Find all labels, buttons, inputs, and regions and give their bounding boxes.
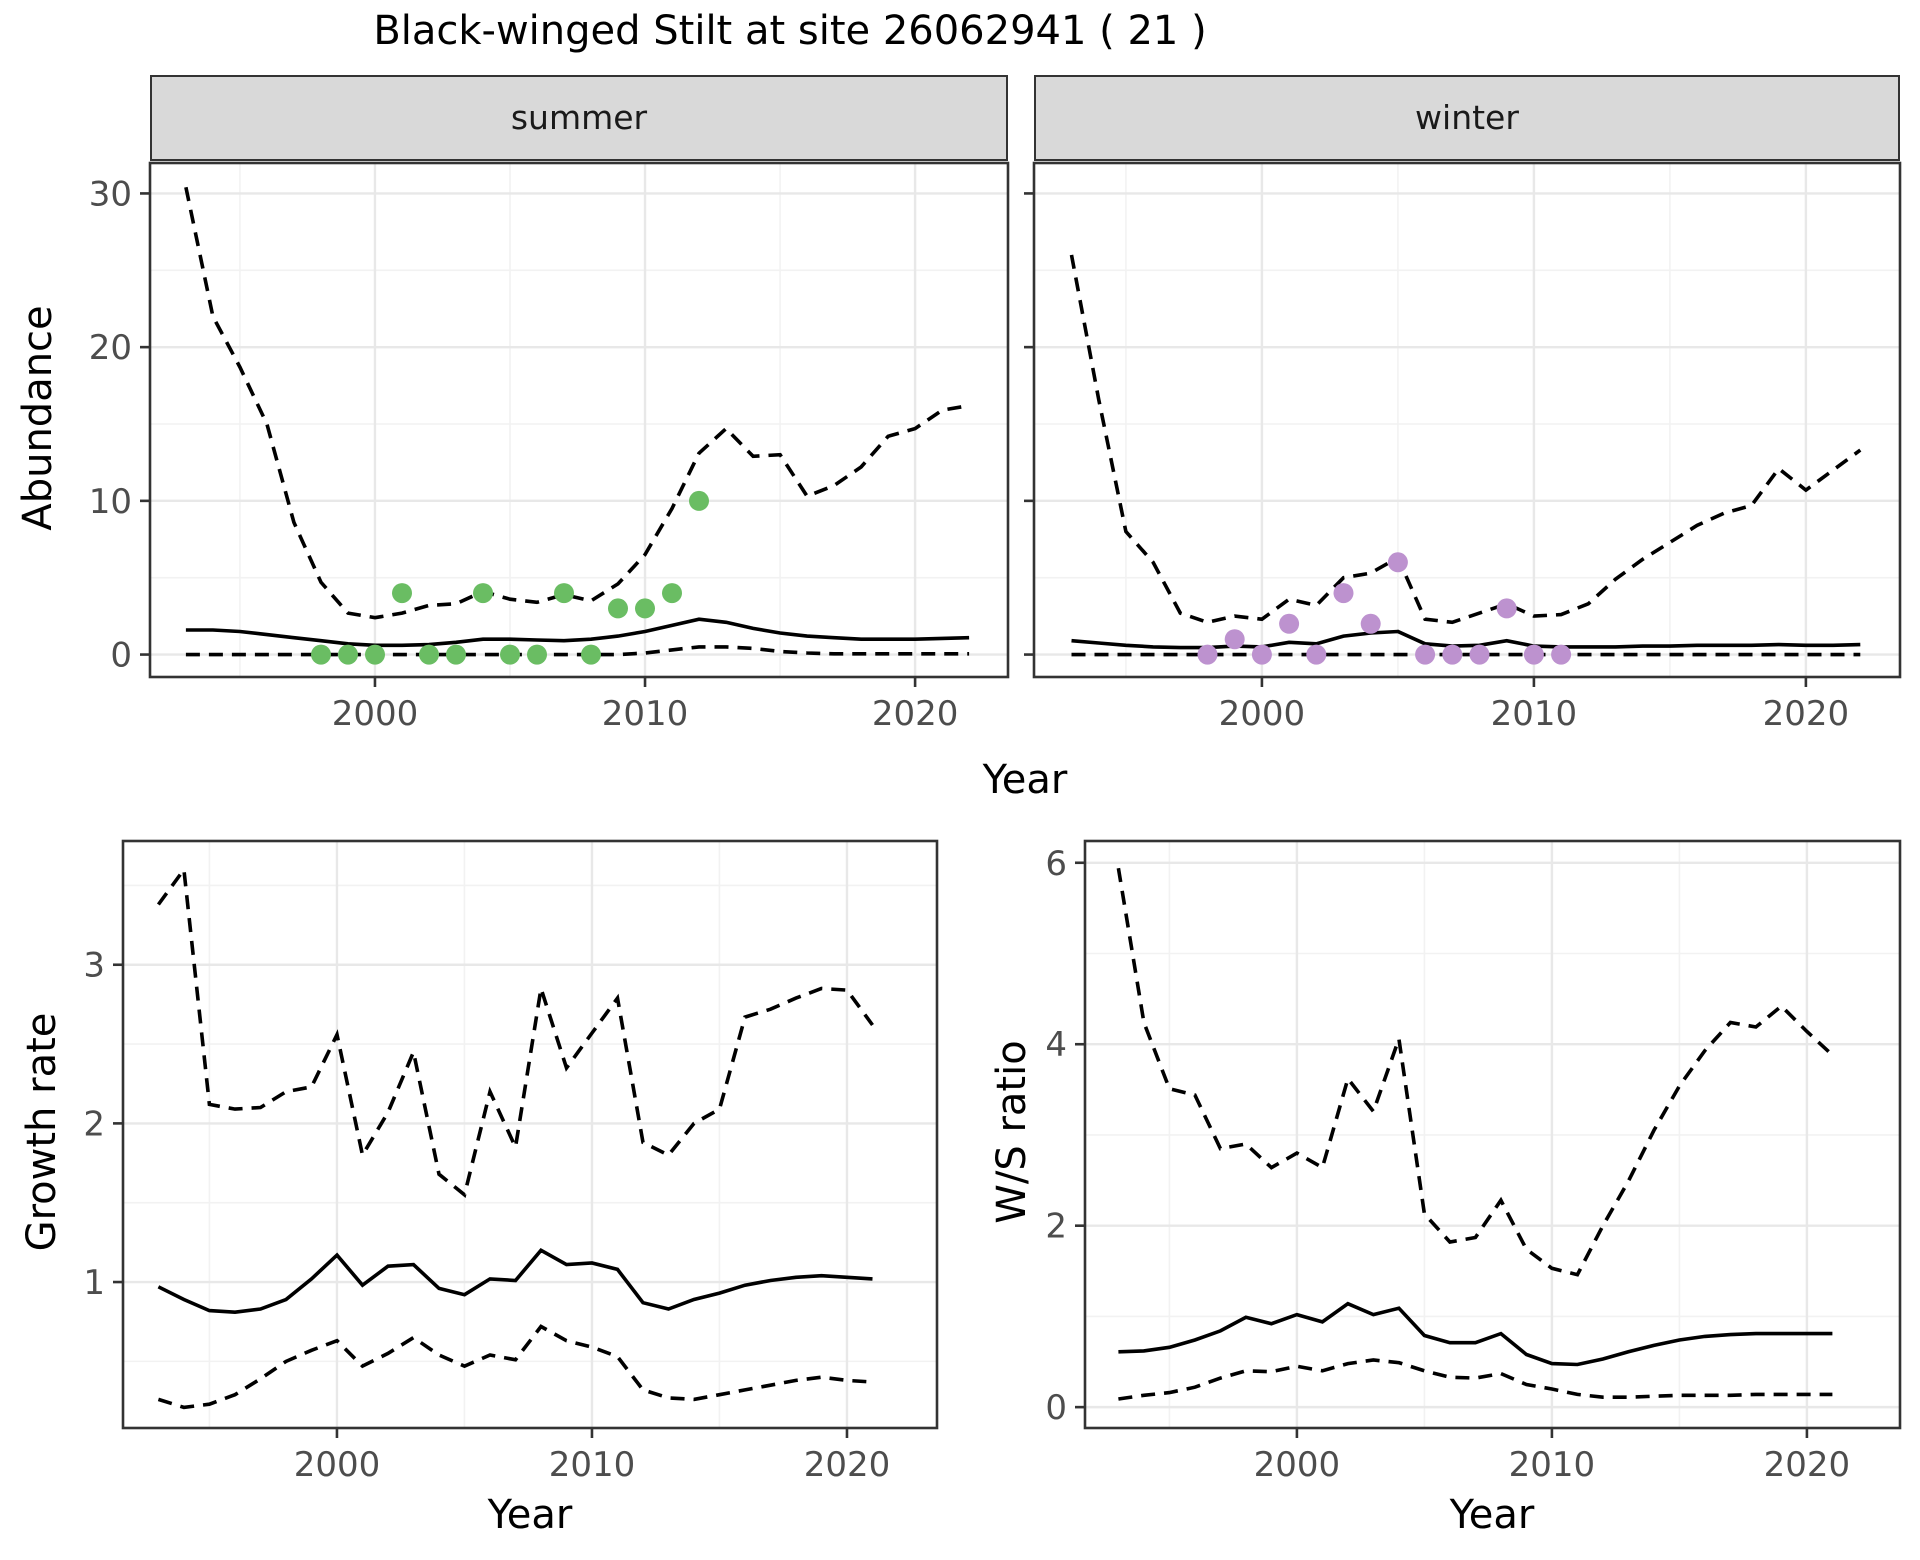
series-median	[1118, 1301, 1833, 1367]
data-point	[311, 644, 331, 665]
data-point	[1523, 644, 1544, 665]
x-tick-label: 2000	[1219, 694, 1306, 734]
x-tick-label: 2010	[1491, 694, 1578, 734]
x-tick-label: 2010	[1509, 1445, 1596, 1485]
y-axis-title-ws-ratio: W/S ratio	[989, 1040, 1035, 1224]
series-lower_95ci	[157, 1324, 873, 1410]
y-axis-title-growth-rate: Growth rate	[19, 1012, 65, 1252]
x-axis-title-year-bottom-left: Year	[487, 1492, 573, 1538]
data-point	[635, 598, 655, 619]
panel-summer: 2000 2010 2020 0 10 20 30	[89, 161, 1010, 734]
panel-ws: 2000 2010 2020 0 2 4 6	[1045, 839, 1902, 1485]
data-point	[1387, 552, 1408, 573]
x-tick-label: 2000	[294, 1445, 381, 1485]
data-point	[1306, 644, 1327, 665]
facet-strip-summer-label: summer	[510, 98, 648, 137]
data-point	[1197, 644, 1218, 665]
data-point	[581, 644, 601, 665]
series-lower_95ci	[1118, 1358, 1833, 1401]
series-upper_95ci	[1069, 254, 1862, 625]
panel-winter: 2000 2010 2020	[1024, 161, 1902, 734]
data-point	[554, 583, 574, 604]
points-observed_counts	[311, 490, 709, 665]
data-point	[446, 644, 466, 665]
y-tick-label: 6	[1045, 844, 1067, 884]
data-point	[1469, 644, 1490, 665]
y-tick-label: 20	[89, 328, 132, 368]
y-tick-label: 2	[1045, 1207, 1067, 1247]
y-tick-label: 30	[89, 174, 132, 214]
data-point	[1415, 644, 1436, 665]
data-point	[1496, 598, 1517, 619]
series-upper_95ci	[156, 864, 874, 1198]
data-point	[689, 490, 709, 511]
x-tick-label: 2020	[1764, 1445, 1851, 1485]
x-tick-label: 2000	[332, 694, 419, 734]
data-point	[662, 583, 682, 604]
series-lower_95ci	[185, 645, 970, 657]
data-point	[500, 644, 520, 665]
series-median	[157, 1248, 873, 1315]
data-point	[473, 583, 493, 604]
y-tick-label: 0	[1045, 1388, 1067, 1428]
x-tick-label: 2020	[1763, 694, 1850, 734]
series-upper_95ci	[1116, 867, 1834, 1277]
series-median	[185, 617, 970, 648]
points-observed_counts	[1197, 552, 1572, 665]
chart-title: Black-winged Stilt at site 26062941 ( 21…	[373, 8, 1207, 54]
data-point	[1551, 644, 1572, 665]
data-point	[608, 598, 628, 619]
y-tick-label: 3	[83, 946, 105, 986]
y-axis-title-abundance: Abundance	[15, 305, 61, 531]
facet-strip-winter-label: winter	[1415, 98, 1519, 137]
x-tick-label: 2010	[602, 694, 689, 734]
data-point	[338, 644, 358, 665]
y-tick-label: 0	[110, 636, 132, 676]
y-tick-label: 4	[1045, 1025, 1067, 1065]
data-point	[1360, 613, 1381, 634]
x-axis-title-year-top: Year	[982, 757, 1068, 803]
data-point	[365, 644, 385, 665]
y-tick-label: 10	[89, 482, 132, 522]
data-point	[1333, 583, 1354, 604]
data-point	[419, 644, 439, 665]
y-tick-label: 2	[83, 1104, 105, 1144]
data-point	[1251, 644, 1272, 665]
x-tick-label: 2020	[872, 694, 959, 734]
series-upper_95ci	[184, 186, 970, 620]
data-point	[1224, 629, 1245, 650]
data-point	[527, 644, 547, 665]
data-point	[392, 583, 412, 604]
data-point	[1442, 644, 1463, 665]
x-tick-label: 2010	[549, 1445, 636, 1485]
x-tick-label: 2020	[804, 1445, 891, 1485]
x-axis-title-year-bottom-right: Year	[1449, 1492, 1535, 1538]
facet-strip-summer: summer	[150, 75, 1008, 161]
x-tick-label: 2000	[1254, 1445, 1341, 1485]
facet-strip-winter: winter	[1034, 75, 1900, 161]
y-tick-label: 1	[83, 1263, 105, 1303]
panel-growth: 2000 2010 2020 1 2 3	[83, 839, 939, 1485]
data-point	[1279, 613, 1300, 634]
